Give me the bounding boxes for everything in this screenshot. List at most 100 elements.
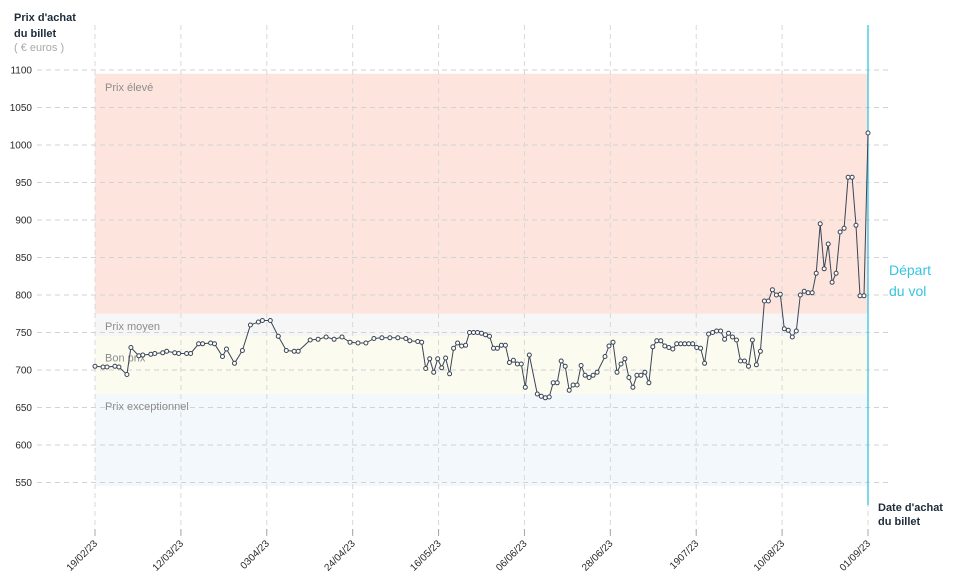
data-point: [347, 339, 353, 345]
data-point: [487, 333, 492, 339]
departure-label: du vol: [889, 283, 926, 299]
data-point: [136, 353, 142, 359]
data-point: [582, 372, 588, 378]
data-point: [849, 174, 855, 180]
data-point: [283, 348, 289, 353]
data-point: [275, 333, 281, 339]
data-point: [224, 346, 229, 352]
y-tick-label: 950: [15, 178, 32, 189]
data-point: [439, 365, 445, 371]
price-band: [95, 313, 868, 337]
price-band-label: Prix élevé: [105, 82, 153, 94]
data-point: [781, 326, 787, 332]
data-point: [718, 328, 724, 334]
data-point: [734, 337, 739, 343]
departure-label: Départ: [889, 262, 931, 278]
data-point: [793, 328, 799, 334]
y-tick-label: 850: [15, 253, 32, 264]
data-point: [387, 335, 393, 341]
data-point: [634, 372, 640, 378]
data-point: [570, 382, 576, 388]
data-point: [455, 340, 461, 346]
data-point: [112, 363, 118, 369]
x-tick-label: 12/03/23: [151, 538, 187, 574]
flight-departure-marker: Départ du vol: [867, 25, 931, 505]
data-point: [773, 292, 779, 298]
data-point: [494, 345, 500, 351]
x-axis-title-line2: du billet: [878, 516, 921, 528]
data-point: [777, 291, 783, 297]
data-point: [809, 290, 815, 296]
data-point: [463, 342, 469, 348]
y-tick-label: 900: [15, 216, 32, 227]
data-point: [339, 334, 345, 340]
data-point: [686, 341, 692, 347]
data-point: [710, 330, 716, 335]
data-point: [188, 351, 194, 356]
data-point: [239, 348, 245, 353]
data-point: [749, 337, 755, 343]
data-point: [104, 364, 110, 370]
price-band-label: Prix exceptionnel: [105, 401, 189, 413]
data-point: [662, 343, 668, 349]
data-point: [825, 241, 831, 247]
data-point: [726, 330, 731, 336]
y-tick-label: 600: [15, 441, 32, 452]
x-tick-label: 10/08/23: [752, 538, 788, 574]
data-point: [682, 341, 688, 347]
data-point: [196, 341, 202, 347]
data-point: [746, 363, 751, 369]
data-point: [586, 375, 592, 380]
data-point: [467, 330, 472, 335]
data-point: [518, 361, 524, 367]
data-point: [447, 371, 453, 377]
data-point: [371, 336, 377, 341]
x-tick-label: 19/02/23: [65, 538, 101, 574]
y-tick-label: 1000: [10, 141, 33, 152]
price-bands: [95, 73, 868, 487]
data-point: [176, 351, 182, 356]
data-point: [610, 339, 616, 345]
data-point: [837, 229, 843, 235]
data-point: [801, 288, 807, 294]
data-point: [164, 348, 170, 354]
data-point: [590, 372, 596, 378]
data-point: [845, 174, 851, 180]
data-point: [650, 344, 656, 350]
y-tick-label: 1050: [10, 103, 33, 114]
x-tick-label: 0304/23: [239, 538, 273, 572]
data-point: [865, 130, 871, 136]
data-point: [757, 348, 763, 354]
x-tick-label: 16/05/23: [408, 538, 444, 574]
data-point: [702, 360, 708, 366]
data-point: [817, 221, 823, 227]
data-point: [152, 351, 158, 356]
data-point: [291, 348, 297, 354]
data-point: [730, 334, 735, 340]
y-axis-unit: ( € euros ): [14, 42, 64, 54]
data-point: [538, 393, 544, 399]
data-point: [435, 356, 441, 362]
data-point: [821, 266, 827, 272]
data-point: [379, 335, 385, 341]
data-point: [646, 380, 652, 386]
y-axis-title-line2: du billet: [14, 28, 57, 40]
data-point: [208, 340, 214, 346]
price-band: [95, 394, 868, 487]
data-point: [694, 345, 700, 350]
data-point: [184, 351, 190, 356]
y-tick-label: 650: [15, 403, 32, 414]
y-tick-label: 800: [15, 291, 32, 302]
y-tick-label: 750: [15, 328, 32, 339]
data-point: [698, 345, 704, 351]
data-point: [738, 358, 743, 364]
data-point: [853, 222, 859, 228]
x-tick-label: 01/09/23: [838, 538, 874, 574]
data-point: [857, 293, 863, 299]
data-point: [642, 369, 648, 375]
y-tick-label: 700: [15, 366, 32, 377]
data-point: [861, 293, 867, 299]
data-point: [805, 290, 811, 296]
data-point: [128, 345, 134, 350]
data-point: [200, 341, 206, 347]
